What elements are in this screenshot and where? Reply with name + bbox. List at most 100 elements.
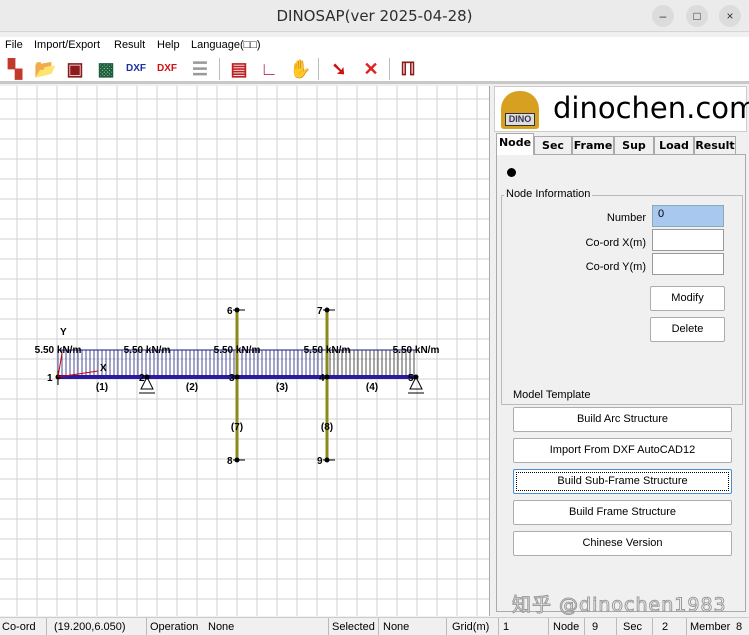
menu-language[interactable]: Language(□□) — [191, 39, 261, 51]
axis-y-label: Y — [60, 327, 67, 338]
grid-value: 1 — [503, 621, 510, 633]
modify-button[interactable]: Modify — [650, 286, 725, 311]
coord-label: Co-ord — [2, 621, 36, 633]
load-label: 5.50 kN/m — [304, 345, 351, 356]
toolbar-separator — [219, 58, 220, 80]
coord-x-label: Co-ord X(m) — [585, 237, 646, 249]
build-subframe-button[interactable]: Build Sub-Frame Structure — [513, 469, 732, 494]
node-point — [234, 457, 240, 463]
pan-hand-icon[interactable]: ✋ — [289, 59, 312, 79]
import-dxf-icon[interactable]: DXF — [157, 63, 177, 74]
load-label: 5.50 kN/m — [124, 345, 171, 356]
menu-result[interactable]: Result — [114, 39, 146, 51]
node-point — [413, 374, 419, 380]
node-point — [234, 374, 240, 380]
sec-count-value: 2 — [662, 621, 669, 633]
structure-drawing[interactable]: 1 2 3 4 5 6 7 8 9 (1) (2) (3) (4) (7) (8) 5.50 kN/m 5.50… — [0, 86, 490, 616]
tab-frame[interactable]: Frame — [572, 136, 614, 154]
toolbar-separator — [389, 58, 390, 80]
node-point — [144, 374, 150, 380]
table-icon[interactable]: ☰ — [191, 59, 209, 79]
save-icon[interactable]: ▣ — [66, 59, 84, 79]
model-template-label: Model Template — [513, 389, 591, 401]
close-button[interactable]: × — [719, 5, 741, 27]
select-arrow-icon[interactable]: ➘ — [331, 59, 347, 79]
open-icon[interactable]: 📂 — [34, 59, 57, 79]
import-dxf-button[interactable]: Import From DXF AutoCAD12 — [513, 438, 732, 463]
window-title: DINOSAP(ver 2025-04-28) — [276, 7, 473, 25]
number-label: Number — [606, 212, 646, 224]
member-label: (4) — [366, 382, 378, 393]
node-point — [324, 374, 330, 380]
minimize-button[interactable]: – — [652, 5, 674, 27]
new-icon[interactable]: ▚ — [8, 59, 22, 79]
member-count-value: 8 — [736, 621, 743, 633]
watermark: 知乎 @dinochen1983 — [512, 594, 727, 617]
side-panel: DINO dinochen.com Node Sec Frame Sup Loa… — [492, 86, 749, 616]
node-tab-content: Node Information Number 0 Co-ord X(m) Co… — [496, 154, 746, 612]
operation-label: Operation — [150, 621, 199, 633]
delete-button[interactable]: Delete — [650, 317, 725, 342]
build-frame-button[interactable]: Build Frame Structure — [513, 500, 732, 525]
node-label: 8 — [227, 456, 233, 467]
axis-icon[interactable]: ∟ — [260, 59, 278, 79]
axis-icon — [57, 352, 99, 378]
drawing-canvas[interactable]: 1 2 3 4 5 6 7 8 9 (1) (2) (3) (4) (7) (8) 5.50 kN/m 5.50… — [0, 86, 490, 616]
title-bar: DINOSAP(ver 2025-04-28) – □ × — [0, 0, 749, 32]
node-point — [324, 307, 330, 313]
number-input[interactable]: 0 — [652, 205, 724, 227]
delete-icon[interactable]: ✕ — [363, 59, 379, 79]
toolbar-separator — [318, 58, 319, 80]
report-icon[interactable]: ▤ — [230, 59, 248, 79]
operation-value: None — [208, 621, 235, 633]
member-label: (3) — [276, 382, 288, 393]
helmet-logo-icon: DINO — [501, 91, 539, 129]
build-arc-button[interactable]: Build Arc Structure — [513, 407, 732, 432]
tab-sec[interactable]: Sec — [534, 136, 572, 154]
node-point — [234, 307, 240, 313]
export-dxf-icon[interactable]: DXF — [126, 63, 146, 74]
node-point — [324, 457, 330, 463]
grid-label: Grid(m) — [452, 621, 490, 633]
node-label: 5 — [408, 373, 414, 384]
coord-value: (19.200,6.050) — [54, 621, 126, 633]
node-label: 2 — [139, 373, 145, 384]
node-dot-icon — [507, 168, 516, 177]
image-icon[interactable]: ▩ — [97, 59, 115, 79]
member-label: (1) — [96, 382, 108, 393]
node-label: 3 — [229, 373, 235, 384]
pin-support-icon — [408, 375, 424, 394]
load-label: 5.50 kN/m — [393, 345, 440, 356]
menu-bar: File Import/Export Result Help Language(… — [0, 37, 749, 54]
coord-y-input[interactable] — [652, 253, 724, 275]
coord-y-label: Co-ord Y(m) — [585, 261, 646, 273]
chinese-version-button[interactable]: Chinese Version — [513, 531, 732, 556]
axis-x-label: X — [100, 363, 107, 374]
node-label: 1 — [47, 373, 53, 384]
load-label: 5.50 kN/m — [214, 345, 261, 356]
menu-file[interactable]: File — [5, 39, 23, 51]
tab-load[interactable]: Load — [654, 136, 694, 154]
group-title: Node Information — [504, 188, 593, 200]
tab-node[interactable]: Node — [496, 133, 534, 155]
coord-x-input[interactable] — [652, 229, 724, 251]
toolbar: ▚ 📂 ▣ ▩ DXF DXF ☰ ▤ ∟ ✋ ➘ ✕ ℿ — [0, 54, 749, 84]
member-count-label: Member — [690, 621, 731, 633]
node-label: 4 — [319, 373, 325, 384]
node-count-value: 9 — [592, 621, 599, 633]
node-count-label: Node — [553, 621, 580, 633]
menu-help[interactable]: Help — [157, 39, 180, 51]
frame-icon[interactable]: ℿ — [400, 59, 416, 79]
node-label: 6 — [227, 306, 233, 317]
pin-support-icon — [139, 375, 155, 394]
status-bar: Co-ord (19.200,6.050) Operation None Sel… — [0, 617, 749, 635]
selected-value: None — [383, 621, 410, 633]
logo: DINO dinochen.com — [494, 86, 749, 132]
tab-sup[interactable]: Sup — [614, 136, 654, 154]
maximize-button[interactable]: □ — [686, 5, 708, 27]
menu-import-export[interactable]: Import/Export — [34, 39, 101, 51]
member-label: (7) — [231, 422, 243, 433]
tab-result[interactable]: Result — [694, 136, 736, 154]
logo-badge: DINO — [505, 113, 535, 126]
member-label: (2) — [186, 382, 198, 393]
